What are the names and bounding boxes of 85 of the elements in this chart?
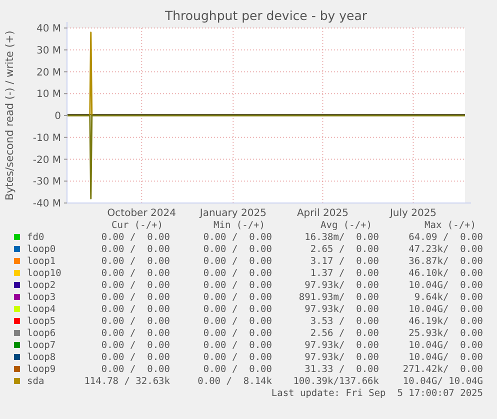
text: 271.42k/ 0.00 xyxy=(402,364,484,375)
text: 31.33 / 0.00 xyxy=(304,364,380,375)
text: 3.53 / 0.00 xyxy=(310,316,380,327)
text: 0.00 / 8.14k xyxy=(198,376,272,387)
text: 0.00 / 0.00 xyxy=(101,352,170,363)
text: 0.00 / 0.00 xyxy=(203,256,272,267)
text: 0.00 / 0.00 xyxy=(203,232,272,243)
x-tick-label: July 2025 xyxy=(388,208,437,219)
text: 0.00 / 0.00 xyxy=(101,232,170,243)
text: 97.93k/ 0.00 xyxy=(304,352,380,363)
text: 0.00 / 0.00 xyxy=(101,364,170,375)
legend-label: loop9 xyxy=(27,364,56,375)
text: 2.65 / 0.00 xyxy=(310,244,380,255)
text: 0.00 / 0.00 xyxy=(203,304,272,315)
text: 0.00 / 0.00 xyxy=(101,256,170,267)
text: 46.10k/ 0.00 xyxy=(408,268,484,279)
text: 0.00 / 0.00 xyxy=(101,328,170,339)
text: 0.00 / 0.00 xyxy=(203,292,272,303)
text: 114.78 / 32.63k xyxy=(84,376,170,387)
legend-label: loop2 xyxy=(27,280,56,291)
y-tick-label: -30 M xyxy=(32,176,61,188)
x-tick-label: April 2025 xyxy=(296,208,348,219)
y-tick-label: 40 M xyxy=(36,24,61,34)
legend-label: loop0 xyxy=(27,244,56,255)
legend-label: loop3 xyxy=(27,292,56,303)
text: 10.04G/ 0.00 xyxy=(408,340,484,351)
y-tick-label: 10 M xyxy=(36,89,61,100)
y-tick-label: 20 M xyxy=(36,67,61,78)
text: 16.38m/ 0.00 xyxy=(304,232,380,243)
text: 97.93k/ 0.00 xyxy=(304,340,380,351)
y-tick-label: -20 M xyxy=(32,154,61,166)
x-tick-label: January 2025 xyxy=(198,208,266,219)
legend-label: sda xyxy=(27,376,44,387)
text: 0.00 / 0.00 xyxy=(101,280,170,291)
text: 0.00 / 0.00 xyxy=(203,280,272,291)
text: 64.09 / 0.00 xyxy=(408,232,484,243)
x-tick-label: October 2024 xyxy=(107,208,176,219)
y-tick-label: 30 M xyxy=(36,45,61,56)
text: 2.56 / 0.00 xyxy=(310,328,380,339)
text: 0.00 / 0.00 xyxy=(101,340,170,351)
text: 97.93k/ 0.00 xyxy=(304,304,380,315)
chart-title: Throughput per device - by year xyxy=(164,8,368,23)
text: 0.00 / 0.00 xyxy=(203,364,272,375)
text: 0.00 / 0.00 xyxy=(101,244,170,255)
legend-label: loop8 xyxy=(27,352,56,363)
legend-label: loop6 xyxy=(27,328,56,339)
text: Last update: Fri Sep 5 17:00:07 2025 xyxy=(271,388,483,399)
text: 0.00 / 0.00 xyxy=(203,352,272,363)
text: 0.00 / 0.00 xyxy=(101,316,170,327)
text: Cur (-/+) xyxy=(112,220,163,231)
text: 891.93m/ 0.00 xyxy=(298,292,380,303)
y-tick-label: -40 M xyxy=(32,198,61,210)
text: 9.64k/ 0.00 xyxy=(414,292,484,303)
text: 10.04G/ 10.04G xyxy=(402,376,484,387)
text: 25.93k/ 0.00 xyxy=(408,328,484,339)
y-axis-title: Bytes/second read (-) / write (+) xyxy=(4,30,16,200)
text: 36.87k/ 0.00 xyxy=(408,256,484,267)
legend-label: loop1 xyxy=(27,256,56,267)
text: 3.17 / 0.00 xyxy=(310,256,380,267)
text: 10.04G/ 0.00 xyxy=(408,304,484,315)
text: Avg (-/+) xyxy=(320,220,372,231)
text: Min (-/+) xyxy=(214,220,265,231)
text: 97.93k/ 0.00 xyxy=(304,280,380,291)
text: 47.23k/ 0.00 xyxy=(408,244,484,255)
text: 0.00 / 0.00 xyxy=(203,316,272,327)
text: 0.00 / 0.00 xyxy=(203,268,272,279)
text: 0.00 / 0.00 xyxy=(101,268,170,279)
text: 0.00 / 0.00 xyxy=(203,328,272,339)
text: 10.04G/ 0.00 xyxy=(408,352,484,363)
text: 10.04G/ 0.00 xyxy=(408,280,484,291)
text: 100.39k/137.66k xyxy=(293,376,380,387)
text: 1.37 / 0.00 xyxy=(310,268,380,279)
legend-label: fd0 xyxy=(27,232,44,243)
text: 46.19k/ 0.00 xyxy=(408,316,484,327)
legend-label: loop4 xyxy=(27,304,56,315)
text: 0.00 / 0.00 xyxy=(101,304,170,315)
legend-label: loop5 xyxy=(27,316,56,327)
y-tick-label: -10 M xyxy=(32,132,61,144)
y-tick-label: 0 xyxy=(54,111,61,122)
text: Max (-/+) xyxy=(424,220,476,231)
text: 0.00 / 0.00 xyxy=(101,292,170,303)
legend-label: loop7 xyxy=(27,340,56,351)
legend-label: loop10 xyxy=(27,268,62,279)
text: 0.00 / 0.00 xyxy=(203,340,272,351)
text: 0.00 / 0.00 xyxy=(203,244,272,255)
